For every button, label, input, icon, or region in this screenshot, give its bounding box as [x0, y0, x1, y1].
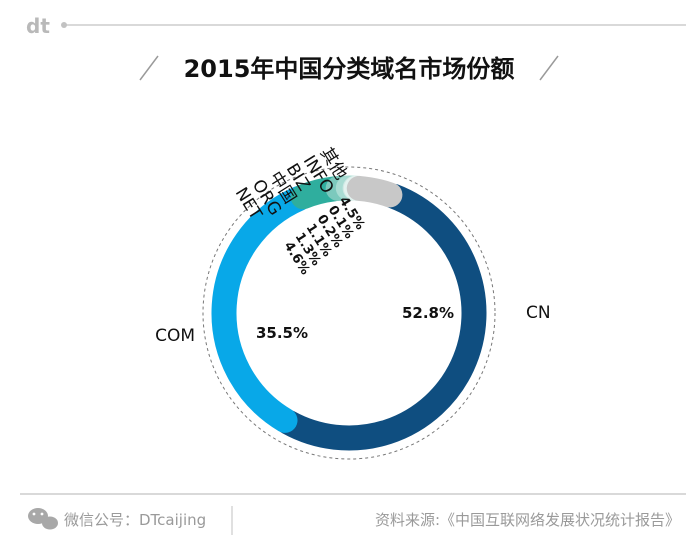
- category-label-com: COM: [155, 326, 195, 346]
- donut-slice-com: [211, 185, 312, 433]
- donut-arcs: [211, 175, 487, 451]
- donut-slice-cn: [275, 183, 487, 451]
- footer-wechat-account: 微信公号：DTcaijing: [64, 511, 206, 529]
- title-slash-right: [539, 55, 559, 81]
- value-label-cn: 52.8%: [402, 304, 454, 322]
- donut-labels: 52.8% CN35.5%COM其他4.5%INFO0.1%BIZ0.2%中国1.…: [155, 144, 551, 346]
- title-slash-left: [139, 55, 159, 81]
- footer-source: 资料来源:《中国互联网络发展状况统计报告》: [375, 511, 680, 529]
- donut-slice-cn-domain: [346, 175, 403, 208]
- category-label-cn: CN: [526, 303, 551, 323]
- chart-title: 2015年中国分类域名市场份额: [184, 55, 515, 83]
- header-rule-dot: [61, 22, 67, 28]
- guide-circle: [202, 166, 496, 460]
- dt-logo: dt: [26, 14, 50, 38]
- wechat-icon: [28, 508, 58, 530]
- value-label-com: 35.5%: [256, 324, 308, 342]
